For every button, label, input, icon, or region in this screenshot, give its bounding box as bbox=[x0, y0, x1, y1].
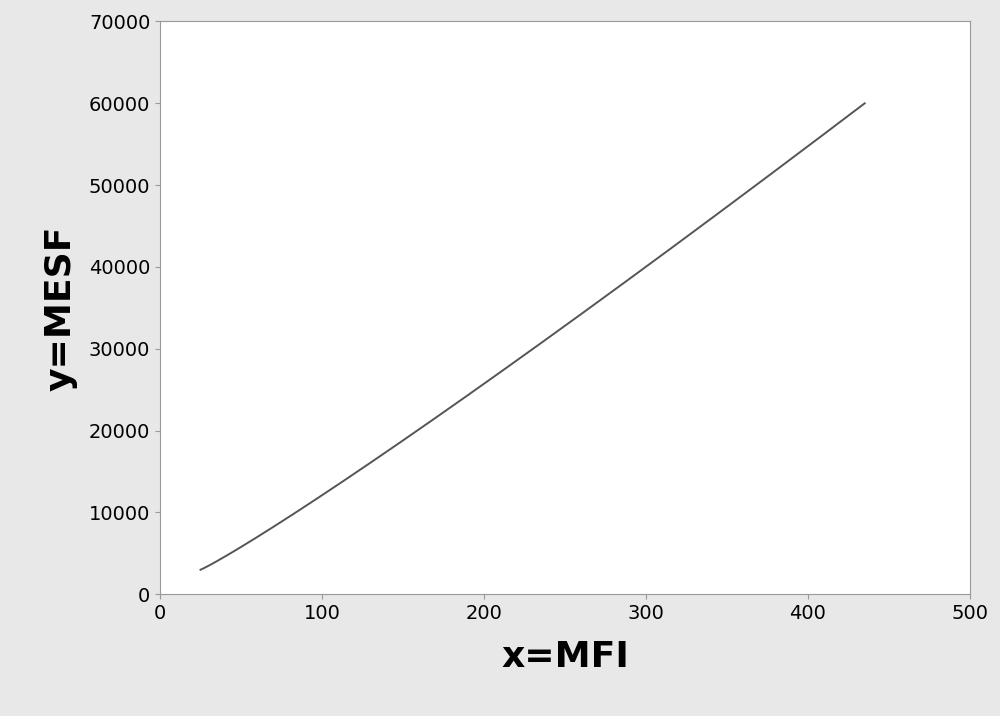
Y-axis label: y=MESF: y=MESF bbox=[44, 225, 78, 391]
X-axis label: x=MFI: x=MFI bbox=[501, 639, 629, 674]
